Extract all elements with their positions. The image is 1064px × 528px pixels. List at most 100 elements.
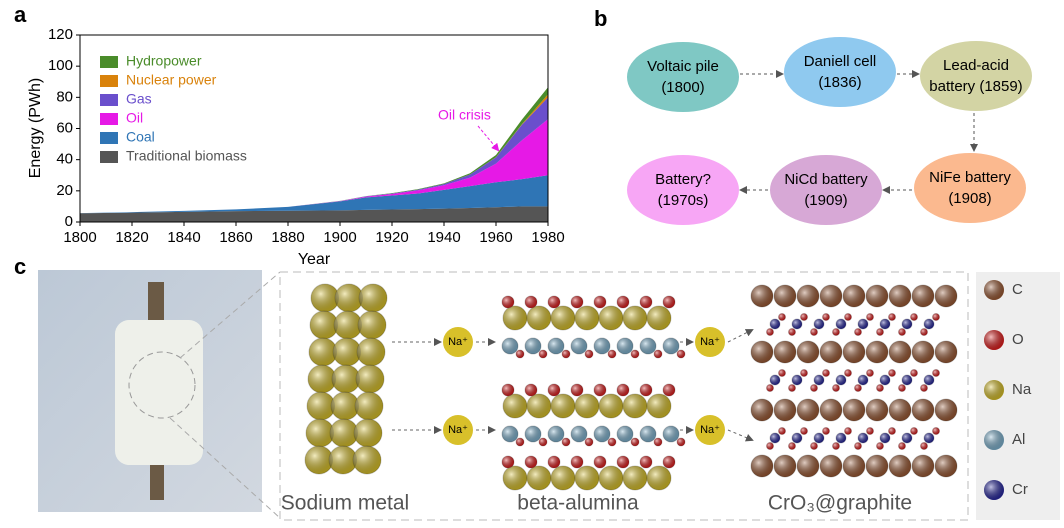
legend-label: Cr (1012, 481, 1028, 498)
shine (647, 306, 671, 330)
shine (984, 280, 1004, 300)
shine (354, 419, 382, 447)
shine (810, 328, 818, 336)
shine (503, 466, 527, 490)
shine (631, 438, 639, 446)
shine (880, 433, 890, 443)
shine (310, 311, 338, 339)
shine (548, 384, 560, 396)
panel-label: c (14, 254, 26, 279)
shine (548, 296, 560, 308)
shine (571, 296, 583, 308)
shine (814, 319, 824, 329)
node (914, 153, 1026, 223)
shine (333, 338, 361, 366)
shine (332, 365, 360, 393)
shine (539, 438, 547, 446)
shine (525, 426, 541, 442)
shine (594, 338, 610, 354)
x-tick-label: 1860 (219, 229, 252, 246)
shine (608, 350, 616, 358)
ion-label: Na⁺ (700, 424, 720, 436)
shine (800, 369, 808, 377)
legend-label: O (1012, 331, 1024, 348)
shine (623, 306, 647, 330)
shine (774, 285, 796, 307)
shine (308, 365, 336, 393)
shine (778, 369, 786, 377)
shine (984, 380, 1004, 400)
shine (910, 313, 918, 321)
shine (640, 456, 652, 468)
shine (594, 384, 606, 396)
shine (797, 285, 819, 307)
arrow (727, 329, 754, 343)
x-tick-label: 1880 (271, 229, 304, 246)
shine (305, 446, 333, 474)
shine (623, 466, 647, 490)
panel-label: b (594, 6, 607, 31)
shine (631, 350, 639, 358)
x-tick-label: 1900 (323, 229, 356, 246)
shine (902, 433, 912, 443)
shine (832, 328, 840, 336)
shine (594, 296, 606, 308)
shine (888, 313, 896, 321)
shine (832, 384, 840, 392)
shine (910, 427, 918, 435)
x-tick-label: 1840 (167, 229, 200, 246)
arrow (727, 429, 754, 442)
shine (920, 384, 928, 392)
shine (797, 341, 819, 363)
legend-label: Gas (126, 91, 152, 107)
shine (876, 384, 884, 392)
shine (677, 438, 685, 446)
legend-label: C (1012, 281, 1023, 298)
node-label: NiCd battery (1909) (784, 171, 868, 209)
x-tick-label: 1980 (531, 229, 564, 246)
shine (778, 313, 786, 321)
ion-label: Na⁺ (700, 336, 720, 348)
shine (647, 466, 671, 490)
ion-label: Na⁺ (448, 424, 468, 436)
shine (844, 313, 852, 321)
shine (599, 466, 623, 490)
shine (654, 350, 662, 358)
shine (617, 384, 629, 396)
zoom-line (179, 271, 281, 359)
shine (527, 466, 551, 490)
node-label-line: Battery? (655, 171, 711, 188)
shine (822, 313, 830, 321)
node-label-line: (1800) (661, 79, 704, 96)
shine (527, 306, 551, 330)
shine (820, 285, 842, 307)
node-label-line: battery (1859) (929, 78, 1022, 95)
shine (866, 313, 874, 321)
shine (866, 455, 888, 477)
shine (866, 341, 888, 363)
shine (575, 306, 599, 330)
shine (844, 369, 852, 377)
shine (984, 330, 1004, 350)
shine (935, 285, 957, 307)
shine (640, 296, 652, 308)
node-label-line: Daniell cell (804, 53, 877, 70)
zoom-box (279, 271, 969, 521)
ion (443, 327, 473, 357)
x-tick-label: 1920 (375, 229, 408, 246)
node-label: NiFe battery (1908) (929, 169, 1011, 207)
shine (880, 375, 890, 385)
shine (331, 392, 359, 420)
shine (854, 328, 862, 336)
material-label: beta-alumina (517, 492, 639, 515)
shine (663, 296, 675, 308)
shine (820, 341, 842, 363)
shine (503, 394, 527, 418)
shine (663, 426, 679, 442)
shine (920, 442, 928, 450)
shine (306, 419, 334, 447)
shine (814, 433, 824, 443)
shine (551, 466, 575, 490)
shine (797, 399, 819, 421)
